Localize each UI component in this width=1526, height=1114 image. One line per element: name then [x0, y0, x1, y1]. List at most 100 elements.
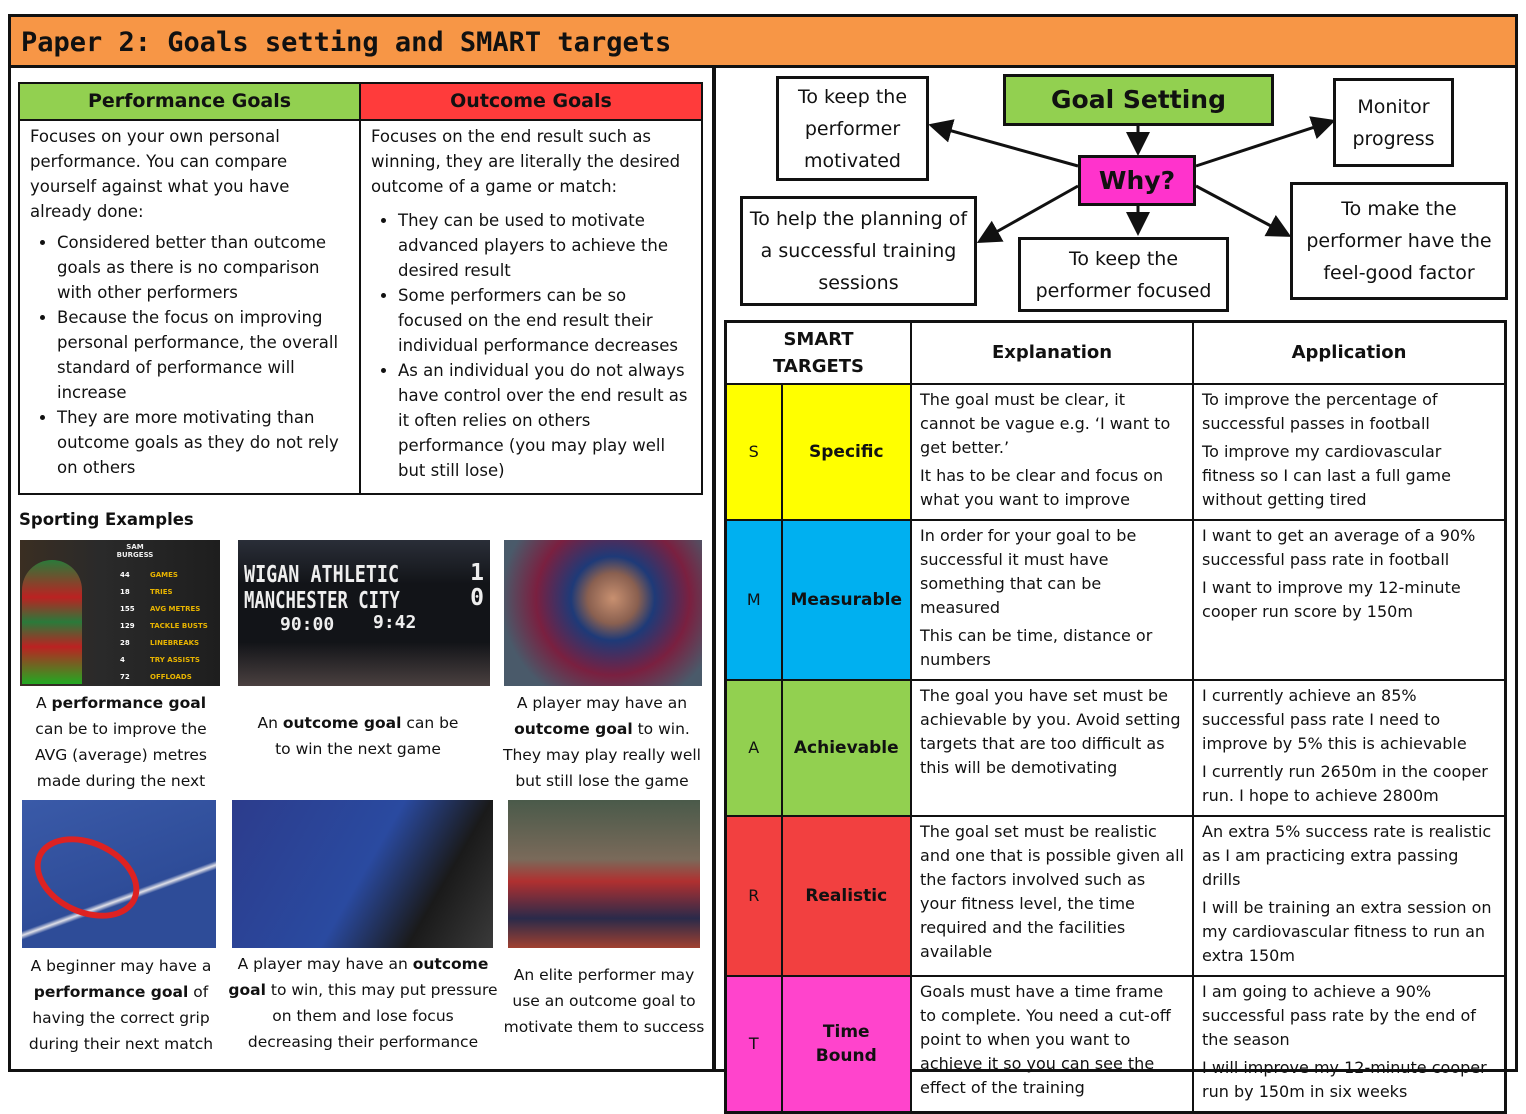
smart-letter: M — [724, 519, 783, 681]
sporting-examples-heading: Sporting Examples — [19, 510, 194, 529]
box-planning: To help the planning of a successful tra… — [740, 196, 977, 306]
application-text: I will improve my 12-minute cooper run b… — [1202, 1058, 1487, 1101]
stat-label: AVG METRES — [150, 605, 201, 613]
box-focused: To keep the performer focused — [1018, 237, 1229, 312]
stat-value: 44 — [120, 571, 130, 579]
smart-word: Time Bound — [780, 975, 913, 1114]
smart-application: I currently achieve an 85% successful pa… — [1192, 679, 1507, 817]
smart-letter: R — [724, 815, 783, 977]
smart-letter: T — [724, 975, 783, 1114]
caption-outcome-lose: A player may have an outcome goal to win… — [503, 694, 701, 790]
performance-intro: Focuses on your own personal performance… — [30, 127, 290, 221]
why-box: Why? — [1078, 155, 1196, 206]
performance-goals-cell: Focuses on your own personal performance… — [18, 119, 361, 495]
smart-row-realistic: R Realistic The goal set must be realistic… — [724, 815, 1507, 977]
caption-elite: An elite performer may use an outcome go… — [503, 966, 705, 1036]
smart-explanation: The goal set must be realistic and one t… — [910, 815, 1195, 977]
player-name: SAM BURGESS — [116, 543, 154, 559]
explanation-text: The goal you have set must be achievable… — [920, 686, 1181, 777]
smart-application: To improve the percentage of successful … — [1192, 383, 1507, 521]
smart-word: Achievable — [780, 679, 913, 817]
outcome-goals-cell: Focuses on the end result such as winnin… — [359, 119, 703, 495]
stat-label: LINEBREAKS — [150, 639, 200, 647]
smart-row-measurable: M Measurable In order for your goal to be … — [724, 519, 1507, 681]
smart-explanation: The goal must be clear, it cannot be vag… — [910, 383, 1195, 521]
outcome-points: They can be used to motivate advanced pl… — [398, 208, 691, 483]
list-item: Considered better than outcome goals as … — [57, 230, 349, 305]
smart-row-specific: S Specific The goal must be clear, it cann… — [724, 383, 1507, 521]
list-item: Some performers can be so focused on the… — [398, 283, 691, 358]
scoreboard-time1: 90:00 — [280, 614, 335, 635]
outcome-goals-heading: Outcome Goals — [359, 82, 703, 121]
scoreboard-time2: 9:42 — [373, 612, 417, 633]
explanation-text: Goals must have a time frame to complete… — [920, 982, 1171, 1097]
application-text: I want to get an average of a 90% succes… — [1202, 526, 1476, 569]
goal-setting-box: Goal Setting — [1003, 74, 1274, 126]
application-heading: Application — [1192, 320, 1507, 385]
smart-row-time-bound: T Time Bound Goals must have a time frame … — [724, 975, 1507, 1114]
scoreboard-score1: 1 — [470, 560, 484, 586]
caption-outcome-win: An outcome goal can be to win the next g… — [257, 714, 459, 758]
smart-application: I want to get an average of a 90% succes… — [1192, 519, 1507, 681]
smart-letter: S — [724, 383, 783, 521]
smart-explanation: The goal you have set must be achievable… — [910, 679, 1195, 817]
smart-word: Measurable — [780, 519, 913, 681]
smart-letter: A — [724, 679, 783, 817]
application-text: I am going to achieve a 90% successful p… — [1202, 982, 1476, 1049]
stat-label: GAMES — [150, 571, 178, 579]
smart-application: An extra 5% success rate is realistic as… — [1192, 815, 1507, 977]
scoreboard-image: WIGAN ATHLETIC MANCHESTER CITY 1 0 90:00… — [238, 540, 490, 686]
smart-targets-heading: SMART TARGETS — [724, 320, 913, 385]
outcome-intro: Focuses on the end result such as winnin… — [371, 127, 681, 196]
mo-farah-photo — [508, 800, 700, 948]
box-feelgood: To make the performer have the feel-good… — [1290, 182, 1508, 300]
explanation-text: In order for your goal to be successful … — [920, 526, 1137, 617]
caption-beginner-grip: A beginner may have a performance goal o… — [28, 957, 214, 1053]
column-divider — [712, 66, 716, 1072]
serena-photo — [232, 800, 493, 948]
smart-application: I am going to achieve a 90% successful p… — [1192, 975, 1507, 1114]
stat-value: 28 — [120, 639, 130, 647]
stat-label: OFFLOADS — [150, 673, 192, 681]
application-text: To improve the percentage of successful … — [1202, 390, 1438, 433]
mindmap-arrows — [928, 116, 1336, 243]
stat-value: 4 — [120, 656, 125, 664]
smart-header-row: SMART TARGETS Explanation Application — [724, 320, 1507, 385]
application-text: I will be training an extra session on m… — [1202, 898, 1492, 965]
scoreboard-score2: 0 — [470, 585, 484, 611]
smart-word: Specific — [780, 383, 913, 521]
explanation-text: The goal must be clear, it cannot be vag… — [920, 390, 1171, 457]
application-text: An extra 5% success rate is realistic as… — [1202, 822, 1492, 889]
explanation-text: It has to be clear and focus on what you… — [920, 466, 1164, 509]
rugby-stats-image: SAM BURGESS 44 GAMES 18 TRIES 155 AVG METRE… — [20, 540, 220, 686]
scoreboard-team2: MANCHESTER CITY — [244, 588, 400, 614]
stat-label: TRIES — [150, 588, 173, 596]
smart-row-achievable: A Achievable The goal you have set must be… — [724, 679, 1507, 817]
explanation-text: The goal set must be realistic and one t… — [920, 822, 1184, 961]
list-item: Because the focus on improving personal … — [57, 305, 349, 405]
tennis-racket-photo — [22, 800, 216, 948]
stats-list: 44 GAMES 18 TRIES 155 AVG METRES 129 TACKLE … — [120, 567, 220, 686]
stat-label: TACKLE BUSTS — [150, 622, 208, 630]
stat-value: 155 — [120, 605, 135, 613]
list-item: They are more motivating than outcome go… — [57, 405, 349, 480]
performance-goals-heading: Performance Goals — [18, 82, 361, 121]
messi-photo — [504, 540, 702, 686]
box-motivated: To keep the performer motivated — [776, 76, 929, 181]
page-title: Paper 2: Goals setting and SMART targets — [8, 14, 1518, 68]
player-figure — [22, 560, 82, 684]
smart-explanation: Goals must have a time frame to complete… — [910, 975, 1195, 1114]
application-text: To improve my cardiovascular fitness so … — [1202, 442, 1451, 509]
explanation-text: This can be time, distance or numbers — [920, 626, 1153, 669]
stat-value: 72 — [120, 673, 130, 681]
application-text: I currently run 2650m in the cooper run.… — [1202, 762, 1488, 805]
smart-word: Realistic — [780, 815, 913, 977]
racket-shape — [22, 820, 153, 935]
stat-label: TRY ASSISTS — [150, 656, 200, 664]
stat-value: 18 — [120, 588, 130, 596]
smart-explanation: In order for your goal to be successful … — [910, 519, 1195, 681]
explanation-heading: Explanation — [910, 320, 1195, 385]
application-text: I currently achieve an 85% successful pa… — [1202, 686, 1467, 753]
list-item: As an individual you do not always have … — [398, 358, 691, 483]
